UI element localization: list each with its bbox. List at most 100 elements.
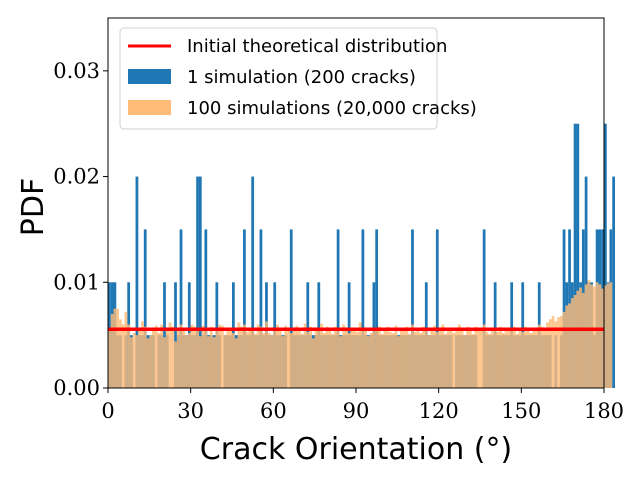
bar-1-simulation-169 — [573, 123, 577, 388]
bar-100-simulations-20 — [163, 337, 166, 388]
bar-100-simulations-146 — [510, 330, 514, 388]
bar-100-simulations-14 — [146, 338, 150, 388]
bar-1-simulation-52 — [251, 176, 255, 388]
bar-100-simulations-77 — [320, 323, 323, 388]
bar-100-simulations-162 — [554, 321, 558, 388]
bar-100-simulations-95 — [369, 333, 373, 388]
bar-100-simulations-3 — [116, 308, 120, 388]
bar-100-simulations-166 — [565, 305, 569, 388]
bar-100-simulations-105 — [397, 336, 401, 388]
y-tick-label-2: 0.02 — [53, 165, 100, 189]
x-tick-label-30: 30 — [177, 399, 204, 423]
bar-100-simulations-37 — [209, 326, 213, 388]
bar-1-simulation-55 — [259, 229, 263, 388]
bar-100-simulations-1 — [110, 314, 114, 388]
bar-1-simulation-92 — [361, 229, 365, 388]
bar-100-simulations-11 — [138, 329, 142, 388]
bar-100-simulations-129 — [463, 335, 467, 388]
bar-100-simulations-158 — [543, 327, 547, 388]
y-tick-label-3: 0.03 — [53, 59, 100, 83]
bar-100-simulations-32 — [196, 330, 199, 388]
x-tick-label-120: 120 — [419, 399, 459, 423]
bar-100-simulations-82 — [333, 326, 337, 388]
bar-100-simulations-119 — [435, 331, 439, 388]
bar-100-simulations-126 — [455, 328, 458, 388]
bar-100-simulations-152 — [526, 327, 530, 388]
bar-100-simulations-147 — [513, 326, 516, 388]
bar-100-simulations-62 — [278, 329, 282, 388]
bar-100-simulations-118 — [433, 325, 436, 388]
bar-100-simulations-58 — [267, 333, 271, 388]
bar-100-simulations-24 — [174, 341, 177, 388]
bar-100-simulations-53 — [254, 334, 257, 388]
bar-100-simulations-21 — [165, 328, 169, 388]
bar-100-simulations-123 — [446, 327, 450, 388]
bar-100-simulations-125 — [452, 333, 456, 388]
plot-area: 0 30 60 90 120 150 180 0.00 0.01 0.02 0.03 — [53, 17, 624, 423]
bar-100-simulations-72 — [306, 331, 310, 388]
bar-100-simulations-97 — [375, 330, 379, 388]
bar-100-simulations-94 — [367, 336, 370, 388]
bar-1-simulation-83 — [336, 229, 340, 388]
bar-1-simulation-35 — [204, 229, 208, 388]
bar-100-simulations-75 — [314, 330, 318, 388]
bar-100-simulations-149 — [518, 328, 522, 388]
bar-100-simulations-51 — [248, 328, 252, 388]
bar-100-simulations-68 — [295, 325, 299, 388]
bar-100-simulations-148 — [515, 334, 519, 388]
bar-100-simulations-101 — [386, 326, 390, 388]
bar-100-simulations-34 — [201, 325, 205, 388]
bar-100-simulations-134 — [477, 329, 480, 388]
bar-100-simulations-38 — [212, 337, 216, 388]
bar-100-simulations-131 — [468, 328, 472, 388]
legend-frame — [119, 27, 438, 130]
bar-100-simulations-135 — [480, 330, 483, 388]
bar-100-simulations-138 — [488, 334, 492, 388]
legend-label-100-simulations: 100 simulations (20,000 cracks) — [187, 98, 477, 119]
bar-1-simulation-110 — [411, 229, 414, 388]
bar-100-simulations-6 — [124, 311, 128, 388]
bar-100-simulations-9 — [132, 333, 136, 388]
bar-100-simulations-22 — [168, 322, 172, 388]
bar-100-simulations-5 — [121, 324, 125, 388]
bar-100-simulations-48 — [240, 326, 244, 388]
bar-100-simulations-41 — [220, 325, 224, 388]
bar-100-simulations-140 — [493, 327, 497, 388]
bar-100-simulations-173 — [584, 284, 588, 388]
bar-100-simulations-8 — [130, 337, 133, 388]
bar-100-simulations-92 — [361, 329, 365, 388]
bar-100-simulations-99 — [380, 334, 384, 388]
bar-100-simulations-181 — [606, 283, 610, 388]
bar-100-simulations-29 — [187, 333, 191, 388]
bar-100-simulations-120 — [438, 330, 442, 388]
bar-100-simulations-133 — [474, 326, 478, 388]
bar-100-simulations-164 — [559, 316, 563, 388]
bar-100-simulations-15 — [149, 335, 153, 388]
bar-100-simulations-128 — [460, 330, 464, 388]
bar-100-simulations-113 — [419, 333, 423, 388]
bar-100-simulations-154 — [532, 328, 536, 388]
bar-100-simulations-176 — [592, 286, 596, 388]
bar-1-simulation-32 — [196, 176, 199, 388]
bar-100-simulations-4 — [119, 319, 122, 388]
bar-100-simulations-47 — [237, 322, 241, 388]
bar-100-simulations-169 — [573, 294, 577, 388]
bar-100-simulations-67 — [292, 327, 296, 388]
bar-100-simulations-177 — [595, 282, 599, 388]
bar-100-simulations-16 — [152, 330, 155, 388]
bar-100-simulations-26 — [179, 324, 183, 388]
bar-1-simulation-97 — [375, 229, 379, 388]
bar-100-simulations-178 — [598, 284, 602, 388]
bar-100-simulations-124 — [449, 330, 453, 388]
bar-100-simulations-111 — [413, 331, 417, 388]
bar-100-simulations-179 — [601, 288, 604, 388]
bar-100-simulations-150 — [521, 331, 525, 388]
bar-100-simulations-107 — [402, 328, 406, 388]
bar-100-simulations-115 — [424, 329, 428, 388]
legend-label-theoretical: Initial theoretical distribution — [187, 36, 447, 57]
bar-100-simulations-165 — [562, 311, 566, 388]
bar-100-simulations-109 — [408, 334, 412, 388]
bar-1-simulation-26 — [179, 229, 183, 388]
bar-100-simulations-88 — [350, 329, 354, 388]
bar-1-simulation-33 — [198, 176, 202, 388]
